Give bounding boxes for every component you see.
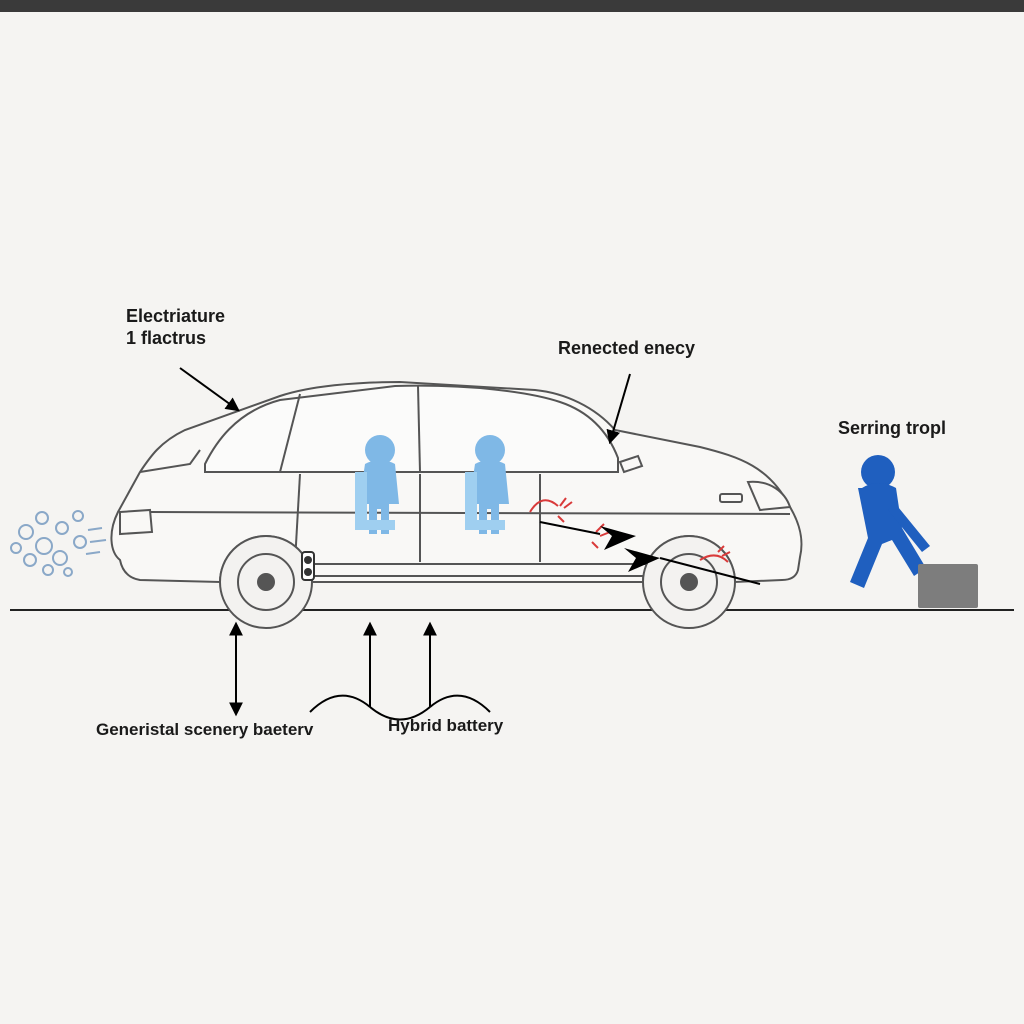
exhaust-cloud [11,511,106,576]
top-bar [0,0,1024,12]
wheel-rear [220,536,312,628]
rear-wheel-component [302,552,314,580]
charging-box [918,564,978,608]
label-generistal: Generistal scenery baeterv [96,720,313,740]
label-serring: Serring tropl [838,418,946,440]
diagram-stage [0,12,1024,1024]
label-hybrid: Hybrid battery [388,716,503,736]
label-renected: Renected enecy [558,338,695,360]
label-electriature: Electriature 1 flactrus [126,306,225,349]
diagram-svg [0,12,1024,1024]
